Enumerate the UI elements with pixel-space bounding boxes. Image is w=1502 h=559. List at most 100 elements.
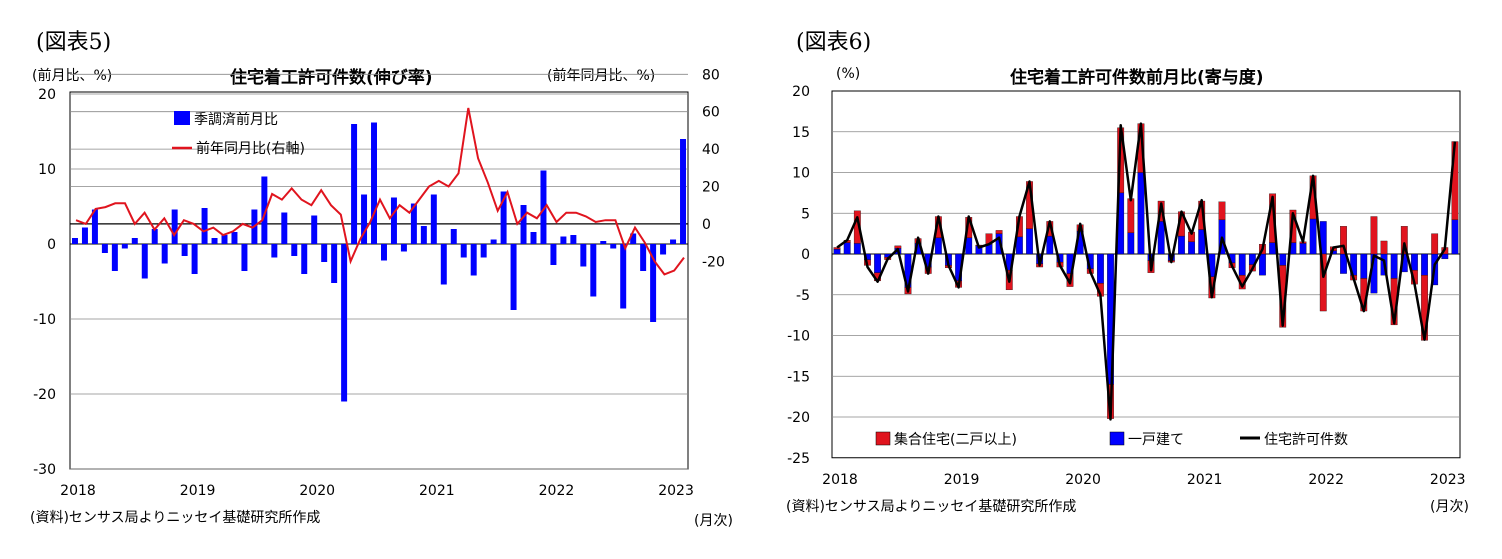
- bar: [161, 244, 168, 264]
- bar: [670, 239, 677, 244]
- chart-title: 住宅着工許可件数前月比(寄与度): [1010, 68, 1264, 88]
- y-tick-label: -20: [787, 410, 810, 426]
- x-tick-label: 2021: [1187, 472, 1223, 488]
- series-line: [75, 107, 685, 276]
- bar-single-family: [1360, 253, 1368, 279]
- bar: [420, 226, 427, 244]
- legend-label: 集合住宅(二戸以上): [894, 431, 1017, 448]
- contribution-chart: 20 15 10 5 0 -5 -10 -15 -20 -25 2018 2019 2020 2021 20…: [787, 84, 1465, 488]
- bar: [351, 124, 358, 244]
- y-tick-label: 5: [801, 206, 810, 222]
- bar: [101, 244, 108, 253]
- y-tick-label: -10: [787, 329, 810, 345]
- bar: [380, 244, 387, 261]
- left-tick-label: 0: [47, 237, 56, 253]
- bar: [91, 209, 98, 244]
- bar: [640, 244, 647, 271]
- source-note: (資料)センサス局よりニッセイ基礎研究所作成: [786, 499, 1077, 515]
- bar: [560, 236, 567, 244]
- bar-multi-family: [1319, 253, 1327, 312]
- bar: [261, 176, 268, 244]
- chart-title: 住宅着工許可件数(伸び率): [230, 68, 433, 88]
- bar: [430, 194, 437, 244]
- bar: [600, 241, 607, 244]
- x-tick-label: 2023: [658, 483, 694, 499]
- x-tick-label: 2022: [1308, 472, 1344, 488]
- bar-single-family: [1279, 253, 1287, 266]
- right-tick-label: 20: [702, 180, 720, 196]
- bar: [450, 229, 457, 244]
- bar: [540, 170, 547, 244]
- bar: [630, 233, 637, 244]
- y-tick-label: -25: [787, 451, 810, 467]
- left-tick-label: 20: [38, 87, 56, 103]
- bar: [520, 205, 527, 244]
- bar-multi-family: [1218, 201, 1226, 220]
- bar-multi-family: [1127, 198, 1135, 233]
- bar: [281, 212, 288, 244]
- x-tick-label: 2019: [180, 483, 216, 499]
- source-note: (資料)センサス局よりニッセイ基礎研究所作成: [30, 510, 321, 526]
- y-tick-label: 10: [792, 166, 810, 182]
- x-axis-unit: (月次): [694, 513, 733, 529]
- bar-single-family: [1046, 235, 1054, 255]
- bar-single-family: [1026, 228, 1033, 255]
- legend-swatch-bar: [174, 111, 190, 125]
- bar-multi-family: [1380, 240, 1388, 255]
- right-tick-label: 0: [702, 217, 711, 233]
- bar: [301, 244, 308, 274]
- y-axis-unit: (%): [836, 66, 861, 82]
- bar: [331, 244, 338, 283]
- plot-area: [831, 90, 1461, 459]
- bar: [580, 244, 587, 267]
- bar: [211, 238, 218, 244]
- bar-single-family: [1451, 219, 1459, 255]
- chart-panel-contribution: (図表6) (%) 住宅着工許可件数前月比(寄与度) (資料)センサス局よりニッ…: [752, 0, 1502, 559]
- bar: [321, 244, 328, 262]
- bar: [490, 239, 497, 244]
- bar: [311, 215, 318, 244]
- bar-single-family: [1178, 235, 1185, 255]
- bar: [241, 244, 248, 271]
- x-tick-label: 2018: [60, 483, 96, 499]
- bar-single-family: [833, 248, 841, 255]
- x-tick-label: 2020: [299, 483, 335, 499]
- legend-label: 一戸建て: [1128, 432, 1184, 448]
- bar: [131, 238, 138, 244]
- bar-multi-family: [1340, 226, 1347, 255]
- legend-label: 季調済前月比: [194, 111, 278, 128]
- right-axis-unit: (前年同月比、%): [547, 68, 656, 84]
- bar: [650, 244, 657, 322]
- chart-panel-growth-rate: (図表5) (前月比、%) 住宅着工許可件数(伸び率) (前年同月比、%) (資…: [0, 0, 750, 559]
- bar: [680, 139, 687, 244]
- bar-single-family: [1137, 172, 1145, 255]
- bar: [390, 197, 397, 244]
- legend-swatch-multi-family: [875, 431, 891, 446]
- left-axis-unit: (前月比、%): [32, 68, 113, 84]
- bar-single-family: [1127, 232, 1135, 255]
- bar: [570, 235, 577, 244]
- bar: [550, 244, 557, 265]
- bar: [201, 208, 208, 244]
- x-tick-label: 2018: [822, 472, 858, 488]
- series-line-total: [836, 122, 1457, 421]
- figure-label: (図表5): [36, 30, 112, 55]
- right-tick-label: 40: [702, 142, 720, 158]
- bar-multi-family: [833, 247, 841, 250]
- figure-label: (図表6): [796, 30, 872, 55]
- y-tick-label: 15: [792, 125, 810, 141]
- bar-single-family: [1259, 253, 1266, 276]
- bar: [141, 244, 148, 279]
- left-tick-label: -30: [33, 462, 56, 478]
- bar: [400, 244, 407, 252]
- bar-multi-family: [995, 230, 1003, 234]
- bar-multi-family: [1370, 216, 1378, 255]
- bar-multi-family: [1431, 233, 1439, 255]
- right-tick-label: -20: [702, 254, 725, 270]
- bar: [181, 244, 188, 256]
- right-tick-label: 80: [702, 67, 720, 83]
- bar: [341, 244, 348, 402]
- bar: [460, 244, 467, 258]
- y-tick-label: 0: [801, 247, 810, 263]
- bar: [361, 194, 368, 244]
